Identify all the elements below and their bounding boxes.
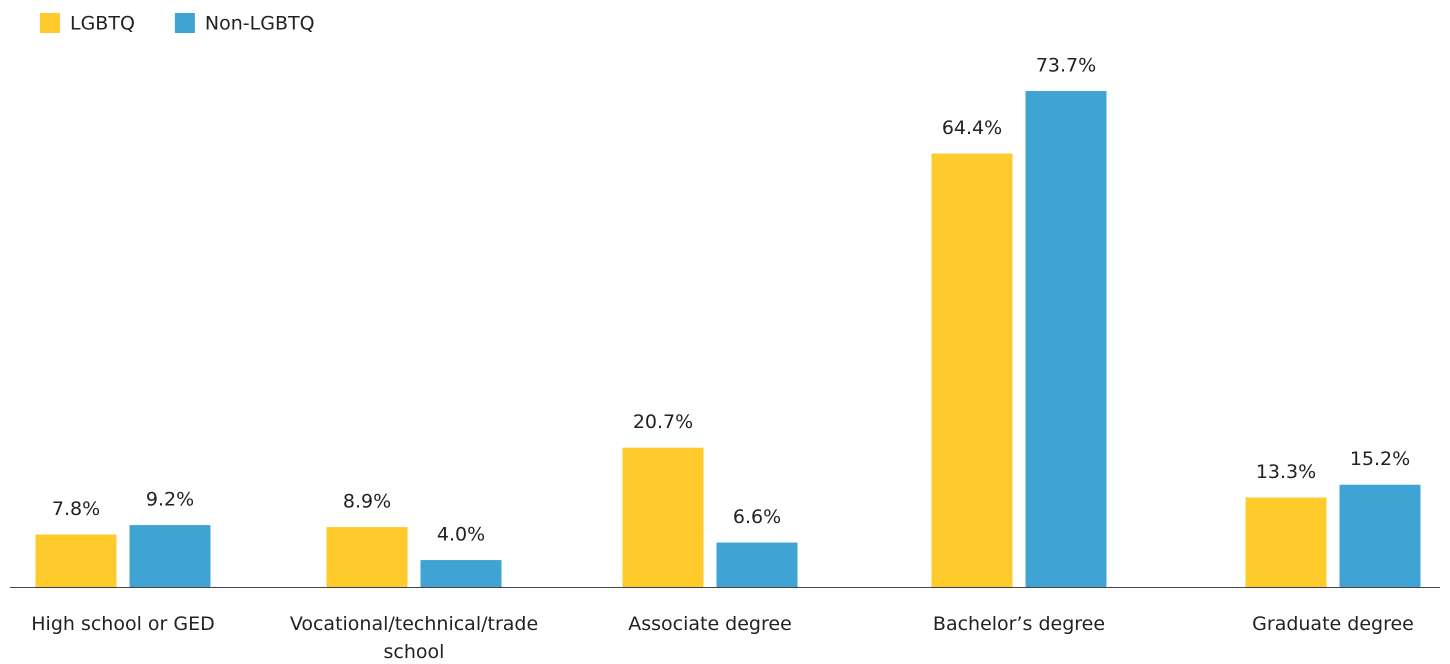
bar xyxy=(1025,90,1107,588)
value-label: 73.7% xyxy=(1036,54,1096,76)
bar xyxy=(420,560,502,587)
value-label: 6.6% xyxy=(733,506,781,528)
x-tick-label: Associate degree xyxy=(628,613,792,635)
bar xyxy=(1245,497,1327,587)
bar xyxy=(35,534,117,587)
value-label: 8.9% xyxy=(343,491,391,513)
bar xyxy=(622,447,704,587)
bar xyxy=(129,525,211,587)
x-tick-label: High school or GED xyxy=(31,613,215,635)
x-tick-label: Vocational/technical/trade school xyxy=(289,613,539,663)
value-label: 20.7% xyxy=(633,411,693,433)
bar xyxy=(931,153,1013,587)
bar xyxy=(716,542,798,587)
value-label: 9.2% xyxy=(146,489,194,511)
value-label: 15.2% xyxy=(1350,448,1410,470)
value-label: 64.4% xyxy=(942,117,1002,139)
value-label: 13.3% xyxy=(1256,461,1316,483)
value-label: 7.8% xyxy=(52,498,100,520)
legend-swatch xyxy=(40,13,60,33)
value-label: 4.0% xyxy=(437,524,485,546)
legend-swatch xyxy=(174,13,195,33)
legend-label: LGBTQ xyxy=(70,13,135,35)
bar xyxy=(326,527,408,587)
bar xyxy=(1339,484,1421,587)
x-tick-label: Graduate degree xyxy=(1252,613,1414,635)
x-tick-label: Bachelor’s degree xyxy=(932,613,1106,635)
legend-label: Non-LGBTQ xyxy=(205,13,315,35)
